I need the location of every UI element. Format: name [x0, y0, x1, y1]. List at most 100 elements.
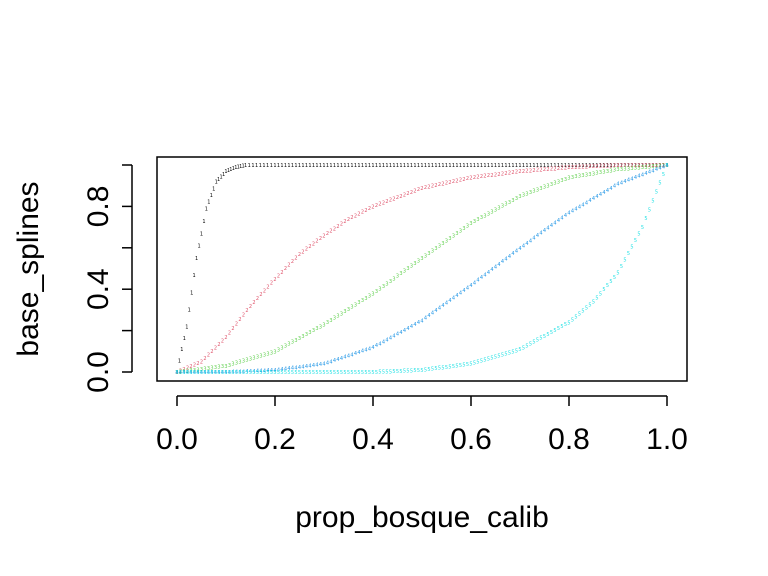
- data-point: 2: [623, 163, 626, 169]
- data-point: 4: [252, 369, 255, 375]
- data-point: 5: [553, 328, 556, 334]
- data-point: 1: [357, 163, 360, 169]
- data-point: 4: [651, 168, 654, 174]
- data-point: 4: [634, 175, 637, 181]
- data-point: 2: [497, 172, 500, 178]
- data-point: 3: [340, 311, 343, 317]
- data-point: 4: [245, 369, 248, 375]
- data-point: 3: [182, 369, 185, 375]
- data-point: 1: [197, 244, 200, 250]
- data-point: 5: [445, 365, 448, 371]
- data-point: 5: [193, 370, 196, 376]
- data-point: 2: [392, 196, 395, 202]
- data-point: 2: [420, 186, 423, 192]
- data-point: 5: [532, 340, 535, 346]
- data-point: 2: [609, 163, 612, 169]
- data-point: 3: [550, 182, 553, 188]
- data-point: 2: [214, 345, 217, 351]
- data-point: 5: [641, 225, 644, 231]
- data-point: 5: [273, 370, 276, 376]
- data-point: 2: [308, 244, 311, 250]
- data-point: 5: [186, 370, 189, 376]
- data-point: 4: [357, 350, 360, 356]
- data-point: 5: [189, 370, 192, 376]
- data-point: 2: [550, 167, 553, 173]
- data-point: 2: [546, 167, 549, 173]
- data-point: 3: [280, 345, 283, 351]
- data-point: 2: [515, 170, 518, 176]
- y-tick-label: 0.4: [82, 268, 115, 310]
- data-point: 1: [613, 163, 616, 169]
- data-point: 3: [431, 249, 434, 255]
- data-point: 1: [266, 163, 269, 169]
- data-point: 1: [333, 163, 336, 169]
- data-point: 1: [273, 163, 276, 169]
- data-point: 5: [217, 370, 220, 376]
- data-point: 3: [343, 309, 346, 315]
- data-point: 3: [546, 183, 549, 189]
- data-point: 3: [382, 284, 385, 290]
- data-point: 1: [441, 163, 444, 169]
- data-point: 4: [462, 288, 465, 294]
- data-point: 4: [508, 254, 511, 260]
- data-point: 2: [662, 163, 665, 169]
- data-point: 5: [490, 356, 493, 362]
- data-point: 1: [630, 163, 633, 169]
- data-point: 4: [235, 370, 238, 376]
- data-point: 5: [613, 275, 616, 281]
- data-point: 2: [543, 167, 546, 173]
- data-point: 4: [529, 238, 532, 244]
- data-point: 2: [175, 370, 178, 376]
- data-point: 1: [434, 163, 437, 169]
- data-point: 3: [578, 174, 581, 180]
- data-point: 5: [665, 163, 668, 169]
- data-point: 2: [207, 353, 210, 359]
- data-point: 5: [200, 370, 203, 376]
- data-point: 2: [399, 194, 402, 200]
- data-point: 3: [305, 332, 308, 338]
- data-point: 3: [613, 168, 616, 174]
- data-point: 3: [284, 344, 287, 350]
- data-point: 5: [518, 347, 521, 353]
- data-point: 1: [378, 163, 381, 169]
- data-point: 1: [581, 163, 584, 169]
- data-point: 3: [609, 168, 612, 174]
- data-point: 2: [445, 181, 448, 187]
- data-point: 3: [189, 368, 192, 374]
- data-point: 2: [637, 163, 640, 169]
- data-point: 5: [581, 308, 584, 314]
- data-point: 5: [301, 370, 304, 376]
- data-point: 3: [434, 246, 437, 252]
- data-point: 3: [452, 234, 455, 240]
- data-point: 2: [277, 273, 280, 279]
- data-point: 2: [581, 164, 584, 170]
- data-point: 1: [322, 163, 325, 169]
- data-point: 2: [613, 163, 616, 169]
- data-point: 4: [210, 370, 213, 376]
- data-point: 4: [340, 356, 343, 362]
- data-point: 4: [263, 368, 266, 374]
- data-point: 2: [529, 168, 532, 174]
- data-point: 1: [609, 163, 612, 169]
- data-point: 5: [242, 370, 245, 376]
- data-point: 4: [308, 363, 311, 369]
- data-point: 3: [238, 360, 241, 366]
- data-point: 3: [483, 213, 486, 219]
- data-point: 2: [364, 208, 367, 214]
- data-point: 5: [427, 367, 430, 373]
- data-point: 2: [312, 241, 315, 247]
- data-point: 1: [480, 163, 483, 169]
- data-point: 1: [490, 163, 493, 169]
- data-point: 2: [354, 213, 357, 219]
- data-point: 2: [508, 171, 511, 177]
- data-point: 1: [232, 166, 235, 172]
- data-point: 4: [403, 328, 406, 334]
- data-point: 1: [511, 163, 514, 169]
- data-point: 5: [455, 363, 458, 369]
- data-point: 5: [396, 369, 399, 375]
- data-point: 1: [280, 163, 283, 169]
- data-point: 4: [581, 202, 584, 208]
- data-point: 4: [445, 301, 448, 307]
- data-point: 5: [210, 370, 213, 376]
